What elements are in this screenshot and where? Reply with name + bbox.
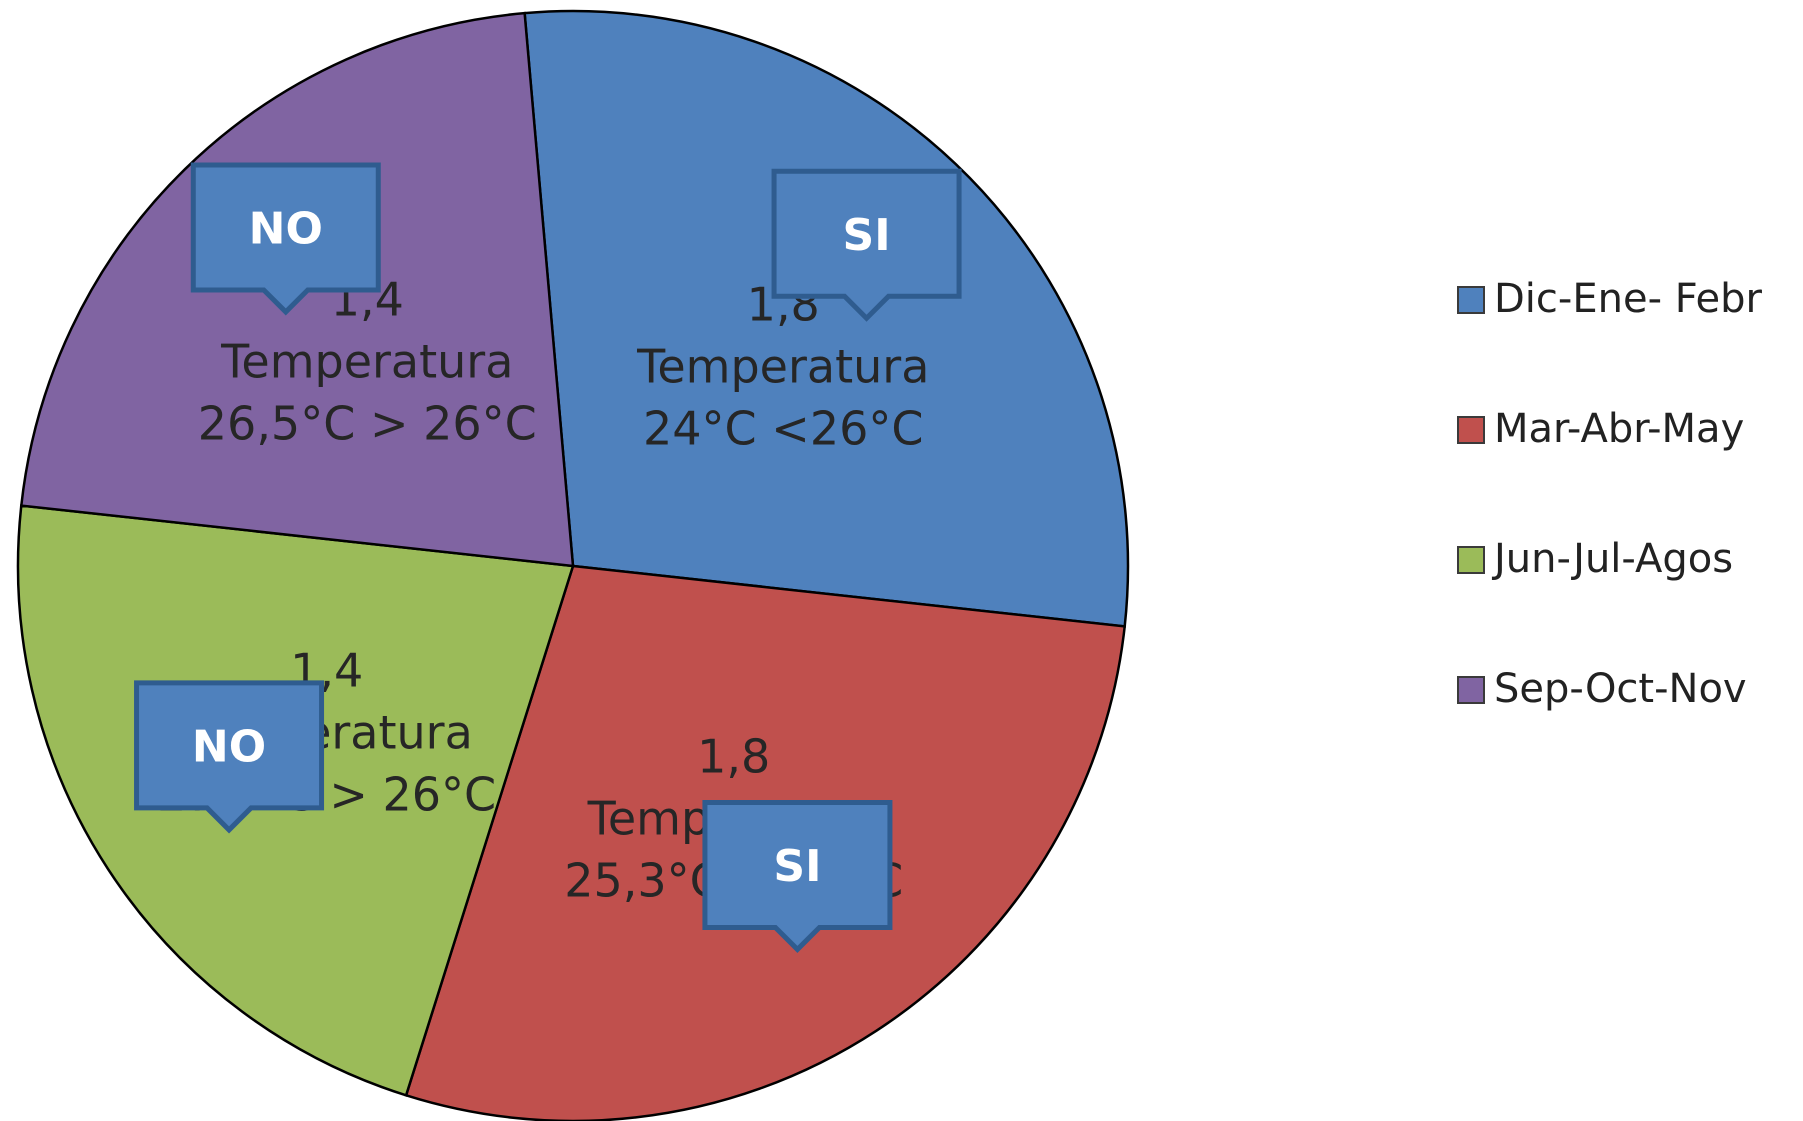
legend-label-2: Mar-Abr-May bbox=[1494, 406, 1744, 452]
callout-text-2: SI bbox=[773, 841, 821, 892]
slice-temperature-range-1: 24°C <26°C bbox=[643, 401, 923, 455]
callout-1: SI bbox=[774, 171, 959, 318]
legend-label-1: Dic-Ene- Febr bbox=[1494, 276, 1763, 322]
callout-4: NO bbox=[193, 165, 378, 312]
callout-text-4: NO bbox=[249, 203, 323, 254]
slice-temperature-label-4: Temperatura bbox=[220, 335, 513, 389]
callout-text-1: SI bbox=[843, 210, 891, 261]
legend-label-4: Sep-Oct-Nov bbox=[1494, 666, 1747, 712]
callout-3: NO bbox=[137, 683, 322, 830]
legend-swatch-1 bbox=[1458, 287, 1484, 313]
callout-2: SI bbox=[705, 802, 890, 949]
legend-label-3: Jun-Jul-Agos bbox=[1491, 536, 1733, 582]
slice-value-label-2: 1,8 bbox=[697, 729, 770, 783]
callout-text-3: NO bbox=[192, 721, 266, 772]
legend: Dic-Ene- Febr Mar-Abr-May Jun-Jul-Agos Sep-… bbox=[1458, 276, 1763, 712]
slice-temperature-label-1: Temperatura bbox=[636, 339, 929, 393]
legend-swatch-2 bbox=[1458, 417, 1484, 443]
pie-slice-1 bbox=[525, 11, 1128, 626]
legend-swatch-3 bbox=[1458, 547, 1484, 573]
legend-swatch-4 bbox=[1458, 677, 1484, 703]
slice-temperature-range-4: 26,5°C > 26°C bbox=[198, 397, 537, 451]
